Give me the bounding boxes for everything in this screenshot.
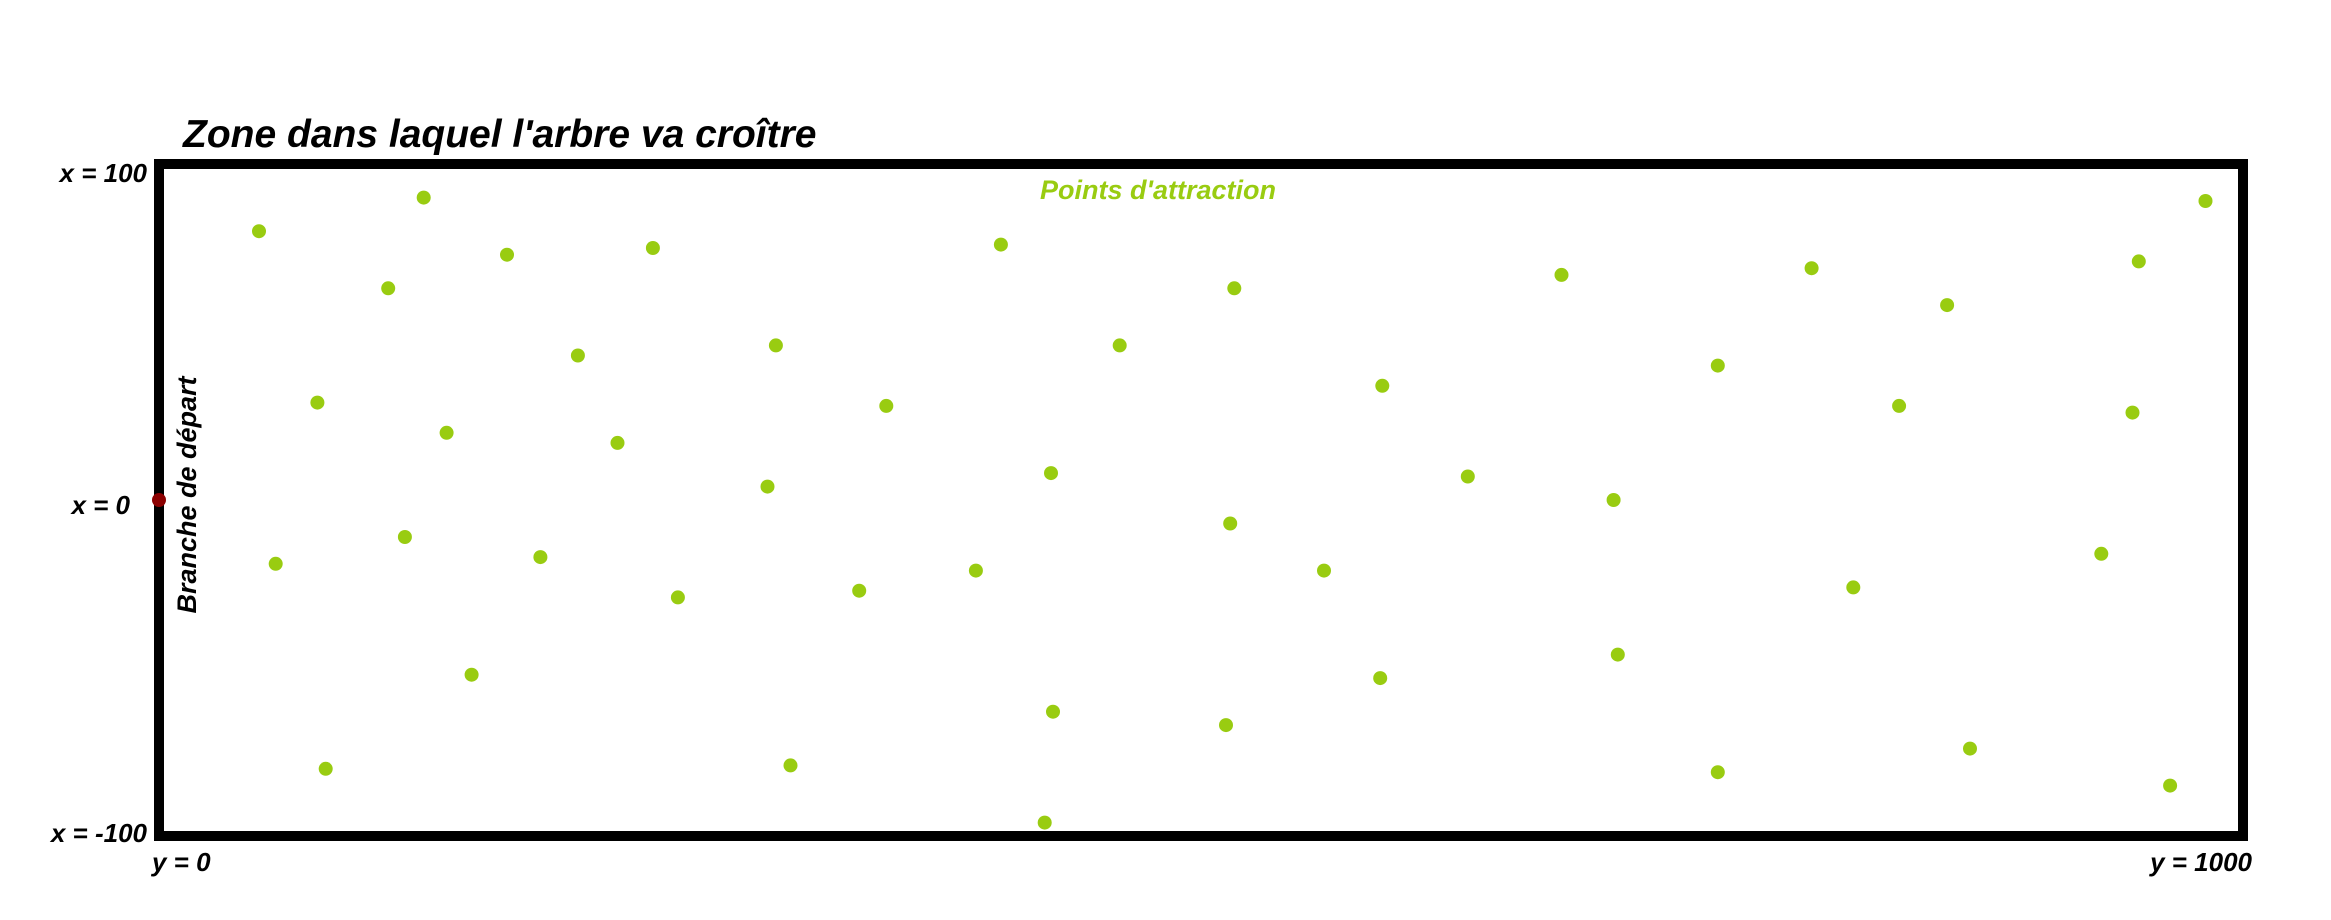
attraction-point	[2125, 405, 2140, 420]
x-middle-label: x = 0	[69, 490, 130, 520]
attraction-point	[439, 425, 454, 440]
growth-zone-frame	[154, 159, 2248, 841]
attraction-point	[993, 237, 1008, 252]
attraction-point	[852, 583, 867, 598]
attraction-point	[1610, 647, 1625, 662]
attraction-point	[500, 247, 514, 262]
attraction-point	[1375, 378, 1390, 393]
attraction-point	[1044, 466, 1058, 481]
attraction-point	[1227, 281, 1242, 296]
start-branch-marker	[152, 493, 166, 507]
attraction-point	[1219, 718, 1233, 733]
attraction-point	[2094, 546, 2109, 561]
attraction-point	[1046, 704, 1060, 719]
attraction-point	[768, 338, 783, 353]
attraction-point	[645, 241, 660, 255]
attraction-point	[310, 395, 325, 410]
attraction-point	[1112, 338, 1127, 353]
attraction-point	[381, 281, 396, 296]
attraction-point	[1223, 516, 1238, 531]
y-left-label: y = 0	[150, 847, 211, 877]
attraction-point	[968, 563, 983, 578]
attraction-point	[1373, 671, 1388, 686]
x-top-label: x = 100	[58, 158, 148, 188]
attraction-point	[416, 190, 431, 205]
attraction-point	[2131, 254, 2146, 269]
attraction-point	[1963, 741, 1977, 756]
attraction-point	[570, 348, 585, 363]
attraction-point	[533, 550, 548, 565]
y-right-label: y = 1000	[2148, 847, 2252, 877]
attraction-point	[464, 667, 479, 682]
attraction-point	[760, 479, 775, 494]
x-bottom-label: x = -100	[49, 818, 148, 848]
attraction-point	[268, 556, 283, 571]
attraction-points-layer	[252, 190, 2213, 830]
attraction-point	[318, 761, 333, 776]
attraction-point	[1317, 563, 1331, 578]
attraction-point	[670, 590, 685, 605]
attraction-points-label: Points d'attraction	[1040, 175, 1276, 205]
attraction-point	[1846, 580, 1861, 595]
attraction-point	[610, 435, 625, 450]
attraction-point	[1710, 765, 1725, 780]
start-branch-label: Branche de départ	[172, 375, 202, 613]
diagram-title: Zone dans laquel l'arbre va croître	[182, 113, 816, 156]
attraction-point	[1554, 267, 1569, 282]
attraction-point	[1804, 261, 1819, 276]
attraction-point	[2163, 778, 2178, 793]
attraction-point	[252, 224, 266, 239]
attraction-point	[879, 398, 894, 413]
attraction-point	[1460, 469, 1475, 484]
attraction-point	[397, 530, 412, 544]
attraction-point	[2198, 194, 2213, 208]
attraction-point	[1606, 493, 1621, 507]
attraction-point	[783, 758, 798, 773]
attraction-point	[1710, 358, 1725, 373]
attraction-point	[1892, 398, 1907, 413]
attraction-point	[1037, 815, 1052, 830]
attraction-point	[1940, 298, 1955, 313]
